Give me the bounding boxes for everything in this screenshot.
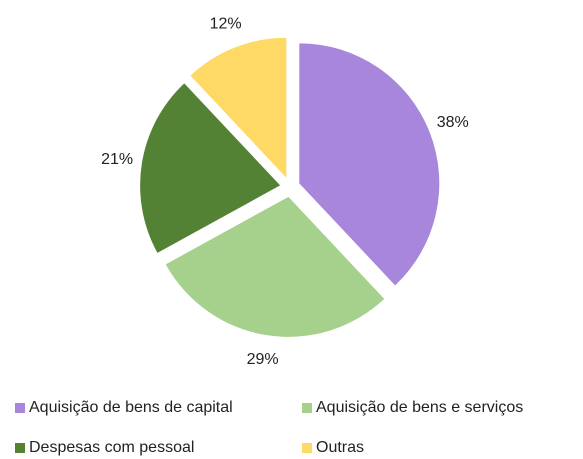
legend-swatch xyxy=(15,443,25,453)
data-label: 21% xyxy=(101,151,133,168)
legend-swatch xyxy=(302,443,312,453)
pie-slice xyxy=(190,37,287,178)
legend-label: Outras xyxy=(316,439,364,456)
pie-slice xyxy=(140,83,281,253)
legend-swatch xyxy=(302,403,312,413)
legend-label: Aquisição de bens e serviços xyxy=(316,399,523,416)
legend-label: Aquisição de bens de capital xyxy=(29,399,233,416)
pie-slice xyxy=(165,196,385,337)
data-label: 12% xyxy=(210,16,242,33)
legend-label: Despesas com pessoal xyxy=(29,439,194,456)
pie-slice xyxy=(299,43,440,286)
data-label: 38% xyxy=(437,114,469,131)
data-label: 29% xyxy=(247,351,279,368)
legend-swatch xyxy=(15,403,25,413)
